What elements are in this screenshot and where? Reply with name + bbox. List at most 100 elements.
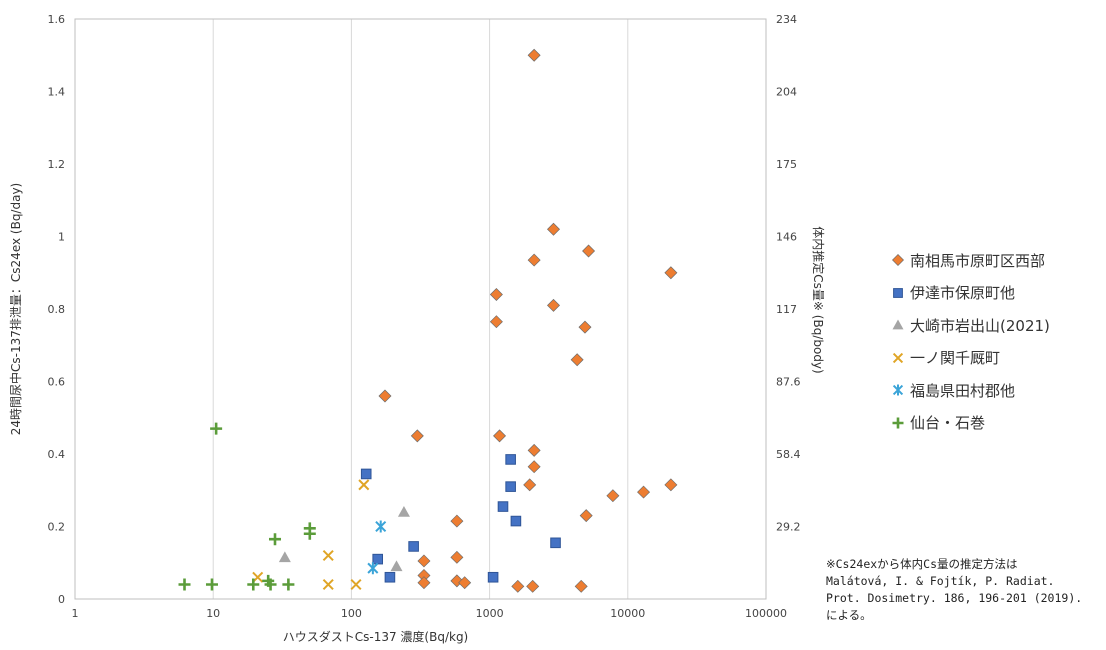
note-line-1: ※Cs24exから体内Cs量の推定方法は (826, 557, 1018, 571)
data-point (358, 479, 370, 491)
y-tick-label: 1.6 (48, 13, 66, 26)
data-point (278, 551, 291, 563)
data-point (268, 533, 281, 546)
data-point (322, 549, 334, 562)
series-5 (178, 422, 316, 591)
data-point (450, 550, 464, 564)
data-point (526, 579, 540, 593)
data-point (303, 527, 316, 540)
data-point (547, 298, 560, 312)
data-point (547, 222, 560, 236)
y2-tick-label: 117 (776, 303, 797, 316)
data-point (497, 501, 509, 512)
legend-item: 伊達市保原町他 (890, 277, 1100, 310)
data-point (458, 576, 472, 590)
note-line-4: による。 (826, 608, 872, 622)
y-tick-label: 0 (58, 593, 65, 606)
y-tick-label: 1.2 (48, 158, 66, 171)
legend-marker (892, 319, 904, 330)
data-point (579, 509, 593, 523)
legend-marker (892, 352, 904, 363)
data-point (570, 353, 584, 367)
legend-marker-shape (892, 417, 904, 429)
data-point (505, 481, 516, 492)
plot-area (74, 18, 767, 600)
x-tick-label: 100000 (745, 607, 787, 620)
data-point (493, 429, 507, 443)
y-tick-label: 0.6 (48, 376, 66, 389)
data-point (397, 506, 410, 517)
legend-marker-shape (892, 384, 904, 396)
data-point (582, 244, 596, 258)
x-tick-label: 10 (206, 607, 220, 620)
data-point (489, 288, 503, 301)
y2-tick-label: 29.2 (776, 521, 801, 534)
data-point (892, 417, 904, 429)
x-tick-label: 1 (72, 607, 79, 620)
legend-marker-shape (892, 254, 904, 267)
data-point (205, 578, 218, 591)
y2-axis-title: 体内推定Cs量※ (Bq/body) (811, 226, 826, 373)
y-tick-label: 0.4 (48, 448, 66, 461)
note-line-3: Prot. Dosimetry. 186, 196-201 (2019). (826, 591, 1083, 605)
data-point (375, 520, 387, 533)
y-axis-title: 24時間尿中Cs-137排泄量：Cs24ex (Bq/day) (8, 183, 23, 435)
series-4 (367, 520, 387, 575)
legend-item: 南相馬市原町区西部 (890, 244, 1100, 277)
data-point (378, 389, 392, 403)
data-point (360, 468, 372, 480)
legend-label: 仙台・石巻 (910, 414, 986, 433)
legend-marker (892, 417, 904, 429)
x-tick-label: 10000 (610, 607, 645, 620)
y2-tick-label: 87.6 (776, 376, 801, 389)
legend-label: 一ノ関千厩町 (910, 349, 1001, 368)
y2-tick-label: 146 (776, 231, 797, 244)
data-point (384, 571, 396, 583)
legend-label: 伊達市保原町他 (910, 284, 1016, 303)
data-point (527, 48, 541, 62)
data-point (350, 578, 362, 591)
data-point (892, 319, 904, 330)
y2-tick-label: 175 (776, 158, 797, 171)
x-tick-label: 100 (341, 607, 362, 620)
data-point (417, 576, 431, 590)
data-point (505, 454, 516, 465)
legend-marker-shape (892, 352, 904, 363)
y-tick-label: 0.2 (48, 521, 66, 534)
legend-marker (892, 254, 904, 267)
data-point (892, 384, 904, 396)
legend-label: 南相馬市原町区西部 (910, 251, 1046, 270)
data-point (892, 352, 904, 363)
y-tick-label: 1 (58, 231, 65, 244)
data-point (367, 562, 379, 575)
data-point (390, 560, 403, 572)
data-point (372, 553, 384, 565)
data-point (417, 554, 431, 568)
data-point (664, 478, 678, 492)
data-point (489, 315, 503, 329)
legend-item: 一ノ関千厩町 (890, 342, 1100, 375)
data-point (893, 287, 903, 298)
legend-item: 福島県田村郡他 (890, 374, 1100, 407)
legend-item: 大崎市岩出山(2021) (890, 309, 1100, 342)
data-point (511, 579, 525, 593)
data-point (664, 266, 678, 280)
data-point (282, 578, 295, 591)
y2-tick-label: 234 (776, 13, 797, 26)
legend-label: 大崎市岩出山(2021) (910, 316, 1050, 335)
series-3 (252, 479, 370, 591)
data-point (322, 578, 334, 591)
legend: 南相馬市原町区西部 伊達市保原町他大崎市岩出山(2021) 一ノ関千厩町福島県田村郡… (890, 244, 1100, 439)
legend-marker (892, 384, 904, 396)
y-tick-label: 0.8 (48, 303, 66, 316)
data-point (410, 429, 424, 443)
note-line-2: Malátová, I. & Fojtík, P. Radiat. (826, 574, 1055, 588)
data-point (210, 422, 223, 435)
y2-tick-label: 204 (776, 86, 797, 99)
series-0 (378, 48, 678, 593)
legend-marker-shape (893, 287, 903, 298)
data-point (578, 320, 592, 334)
data-point (178, 578, 191, 591)
data-point (637, 485, 651, 499)
